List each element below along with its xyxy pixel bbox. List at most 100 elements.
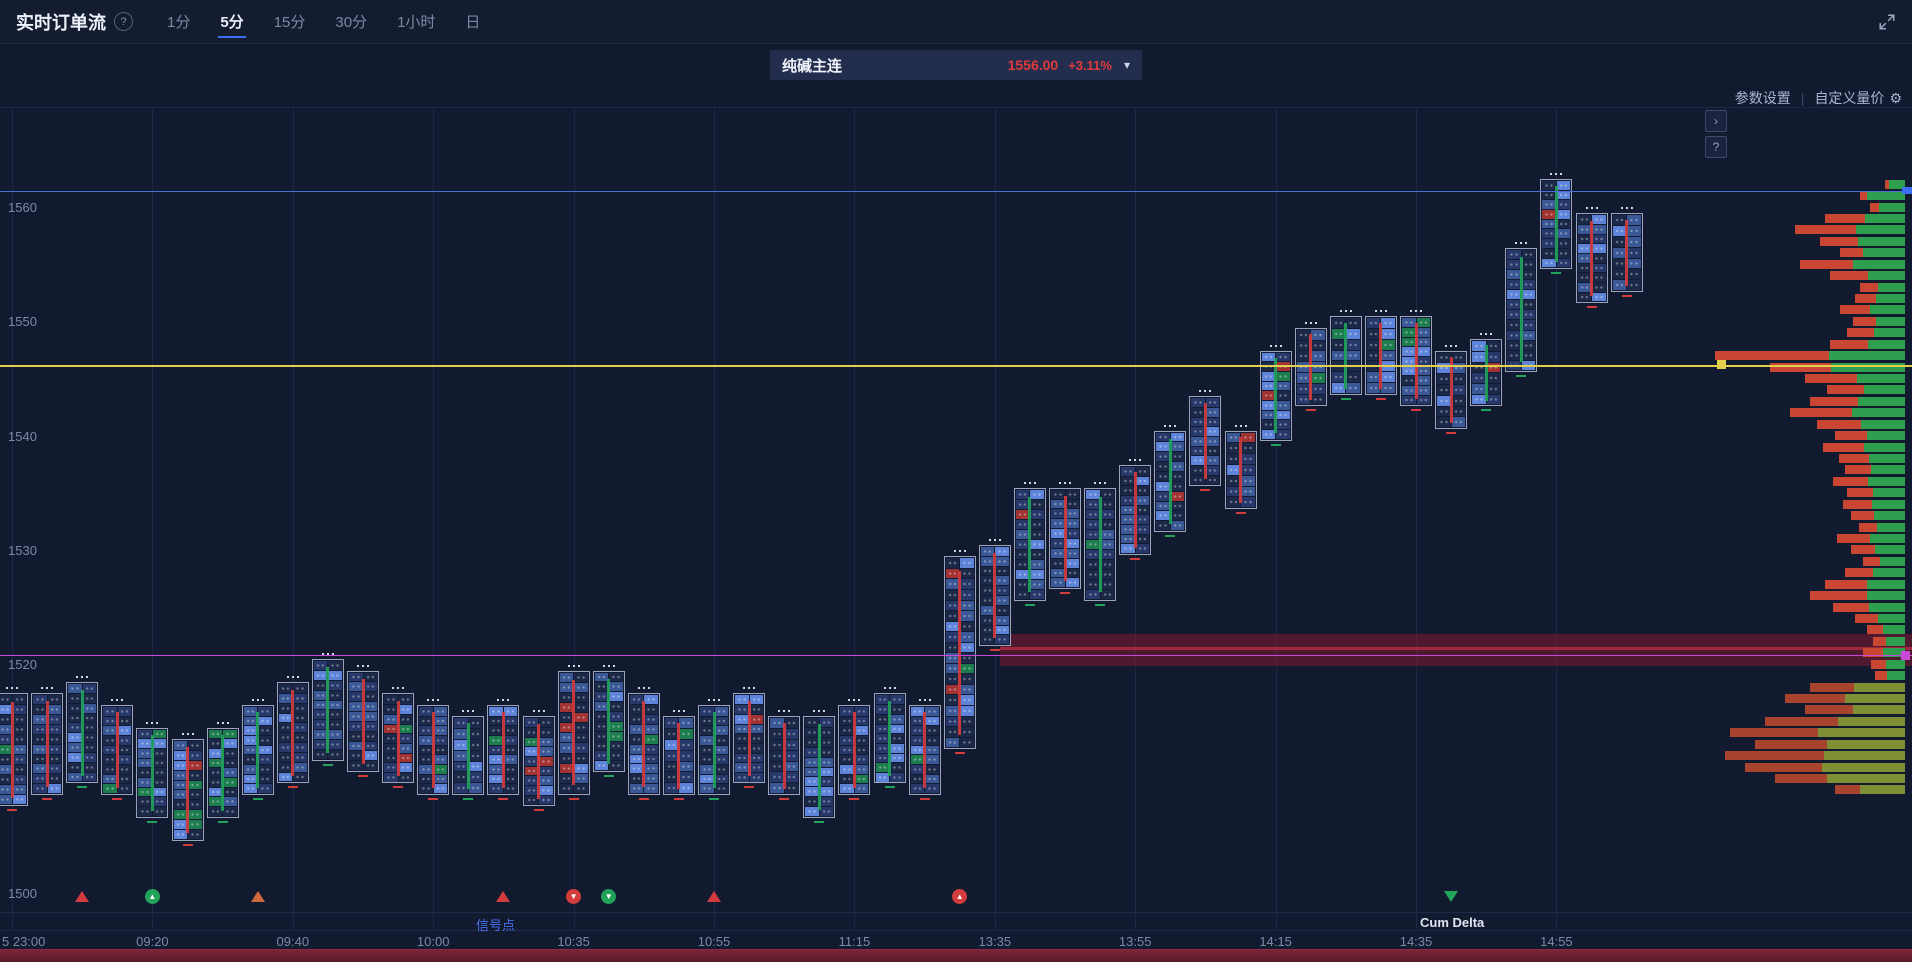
footprint-candle[interactable] (66, 676, 99, 789)
footprint-cell (1156, 491, 1170, 501)
footprint-cell (539, 737, 553, 747)
footprint-candle[interactable] (1224, 424, 1257, 515)
footprint-row (980, 566, 1009, 576)
footprint-candle[interactable] (1084, 481, 1117, 606)
footprint-candle[interactable] (873, 687, 906, 789)
footprint-cell (609, 712, 623, 721)
footprint-candle[interactable] (1575, 207, 1608, 309)
footprint-candle[interactable] (1435, 344, 1468, 435)
footprint-candle[interactable] (908, 698, 941, 800)
custom-volume-price-button[interactable]: 自定义量价 ⚙ (1814, 88, 1902, 108)
candle-bottom-stats (673, 797, 684, 800)
footprint-row (349, 761, 377, 771)
help-icon[interactable]: ? (114, 12, 133, 31)
interval-tab-1小时[interactable]: 1小时 (397, 14, 436, 31)
footprint-candle[interactable] (557, 664, 590, 800)
footprint-candle[interactable] (0, 687, 28, 812)
candle-top-stats (537, 710, 540, 713)
gridline-vertical (152, 108, 154, 930)
footprint-candle[interactable] (978, 538, 1011, 652)
footprint-candle[interactable] (838, 698, 871, 800)
footprint-candle[interactable] (627, 687, 660, 800)
footprint-candle[interactable] (733, 687, 766, 789)
footprint-candle[interactable] (206, 721, 239, 823)
footprint-candle[interactable] (1013, 481, 1046, 606)
footprint-cell (574, 713, 588, 723)
signal-marker-triangle-up[interactable] (75, 891, 90, 902)
interval-tab-1分[interactable]: 1分 (167, 14, 191, 31)
footprint-row (805, 728, 834, 738)
volume-profile-bar (1885, 179, 1905, 189)
footprint-candle[interactable] (171, 733, 204, 846)
footprint-candle[interactable] (1189, 390, 1222, 492)
signal-points-label[interactable]: 信号点 (476, 918, 516, 933)
profile-help-button[interactable]: ? (1705, 136, 1727, 158)
signal-marker-circle-up[interactable]: ▲ (144, 889, 160, 904)
footprint-candle[interactable] (101, 698, 134, 800)
signal-marker-triangle-down[interactable] (1444, 891, 1459, 902)
footprint-candle[interactable] (768, 710, 801, 800)
interval-tab-15分[interactable]: 15分 (273, 14, 306, 31)
footprint-candle[interactable] (136, 721, 169, 823)
footprint-candle[interactable] (1540, 173, 1573, 275)
footprint-candle[interactable] (1119, 458, 1152, 560)
collapse-profile-button[interactable]: › (1705, 110, 1727, 132)
signal-marker-triangle-up[interactable] (250, 891, 265, 902)
signal-marker-triangle-up[interactable] (707, 891, 721, 902)
footprint-row (208, 729, 237, 739)
footprint-candle[interactable] (347, 664, 379, 778)
footprint-candle[interactable] (1470, 333, 1503, 412)
footprint-candle[interactable] (452, 710, 485, 800)
candle-bottom-stats (358, 775, 368, 778)
footprint-candle[interactable] (487, 698, 520, 800)
signal-marker-circle-up[interactable]: ▲ (952, 889, 968, 904)
footprint-row (1612, 237, 1641, 247)
footprint-candle[interactable] (662, 710, 695, 800)
footprint-candle[interactable] (698, 698, 730, 800)
footprint-candle[interactable] (1610, 207, 1643, 297)
footprint-cell (1261, 381, 1276, 391)
footprint-cell (1311, 340, 1325, 351)
footprint-cell (1030, 499, 1044, 509)
footprint-candle[interactable] (382, 687, 415, 789)
footprint-candle[interactable] (1259, 344, 1292, 446)
footprint-candle[interactable] (592, 664, 625, 778)
footprint-candle[interactable] (1364, 310, 1397, 400)
footprint-candle[interactable] (276, 676, 309, 789)
footprint-candle[interactable] (1294, 321, 1327, 412)
footprint-candle[interactable] (1505, 241, 1538, 378)
footprint-candle[interactable] (417, 698, 450, 800)
footprint-candle[interactable] (1329, 310, 1362, 400)
signal-marker-circle-down[interactable]: ▼ (566, 889, 582, 904)
fullscreen-icon[interactable] (1878, 13, 1896, 31)
settings-button[interactable]: 参数设置 (1734, 90, 1791, 106)
interval-tab-5分[interactable]: 5分 (218, 0, 247, 43)
footprint-candle[interactable] (1154, 424, 1187, 538)
footprint-candle[interactable] (1400, 310, 1432, 412)
footprint-cell (188, 810, 202, 819)
footprint-row (173, 760, 202, 770)
candle-bottom-stats (849, 797, 860, 800)
footprint-candle[interactable] (1049, 481, 1081, 595)
footprint-row (313, 680, 342, 690)
footprint-row (243, 784, 272, 793)
interval-tab-30分[interactable]: 30分 (335, 14, 368, 31)
footprint-cell (594, 672, 609, 682)
candle-bottom-stats (1375, 397, 1386, 400)
cum-delta-label: Cum Delta (1420, 915, 1485, 930)
footprint-candle[interactable] (943, 550, 976, 755)
interval-tab-日[interactable]: 日 (465, 14, 481, 31)
footprint-candle[interactable] (522, 710, 555, 812)
footprint-candle[interactable] (31, 687, 64, 800)
footprint-candle[interactable] (803, 710, 836, 823)
footprint-cell (1366, 383, 1381, 393)
signal-marker-circle-down[interactable]: ▼ (601, 889, 617, 904)
instrument-selector[interactable]: 纯碱主连 1556.00 +3.11% ▾ (770, 50, 1142, 80)
footprint-candle[interactable] (241, 698, 274, 800)
footprint-cell (1521, 330, 1536, 340)
footprint-candle[interactable] (311, 653, 344, 766)
footprint-cell (925, 716, 939, 726)
footprint-row (1296, 340, 1325, 351)
footprint-cell (1015, 519, 1030, 529)
signal-marker-triangle-up[interactable] (496, 891, 511, 902)
